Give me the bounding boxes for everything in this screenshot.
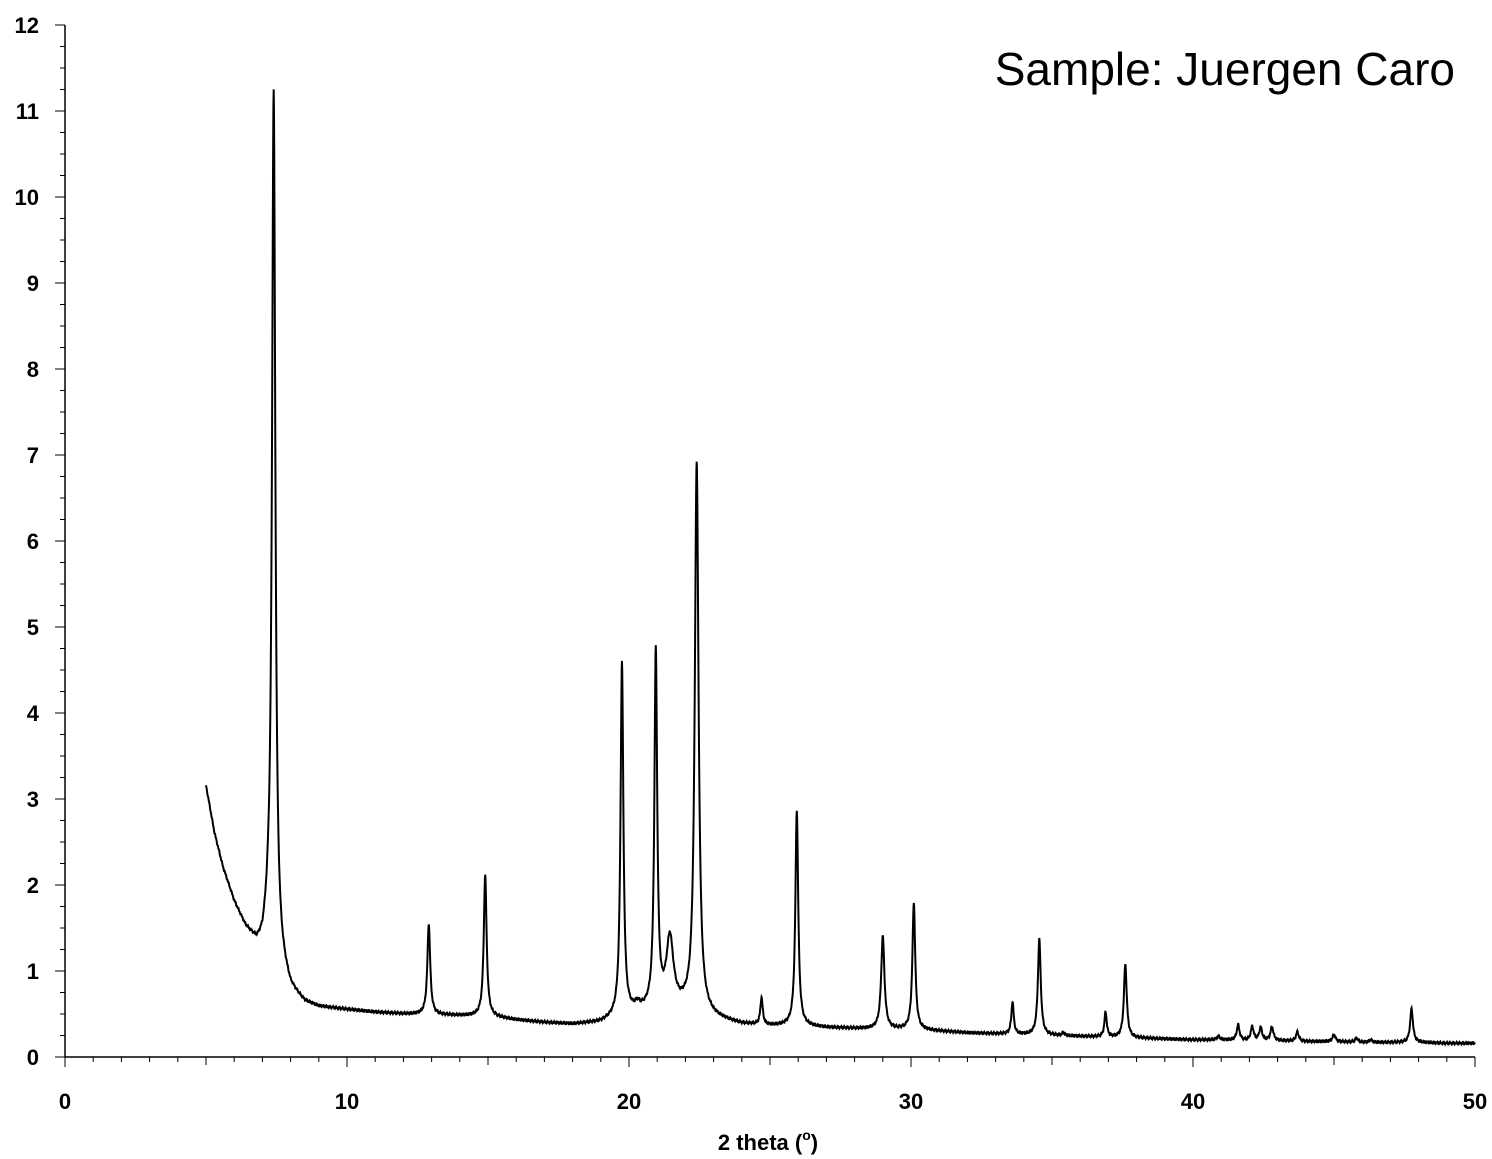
x-tick-label: 50 bbox=[1463, 1089, 1487, 1114]
series-line-diffraction-pattern bbox=[205, 89, 1476, 1047]
x-tick-label: 20 bbox=[617, 1089, 641, 1114]
y-tick-label: 0 bbox=[27, 1045, 39, 1070]
sample-annotation: Sample: Juergen Caro bbox=[995, 43, 1455, 95]
tick-marks bbox=[55, 24, 1476, 1067]
y-tick-label: 5 bbox=[27, 615, 39, 640]
y-tick-label: 8 bbox=[27, 357, 39, 382]
y-tick-label: 6 bbox=[27, 529, 39, 554]
x-tick-label: 40 bbox=[1181, 1089, 1205, 1114]
x-tick-label: 0 bbox=[59, 1089, 71, 1114]
y-tick-label: 7 bbox=[27, 443, 39, 468]
y-tick-label: 10 bbox=[15, 185, 39, 210]
y-tick-label: 4 bbox=[27, 701, 40, 726]
x-tick-label: 10 bbox=[335, 1089, 359, 1114]
x-axis-title: 2 theta (o) bbox=[718, 1127, 818, 1155]
y-tick-label: 11 bbox=[16, 99, 39, 124]
x-tick-label: 30 bbox=[899, 1089, 923, 1114]
y-tick-label: 2 bbox=[27, 873, 39, 898]
x-tick-labels: 0 10 20 30 40 50 bbox=[59, 1089, 1487, 1114]
y-tick-label: 9 bbox=[27, 271, 39, 296]
y-tick-label: 12 bbox=[15, 13, 39, 38]
y-tick-label: 3 bbox=[27, 787, 39, 812]
y-tick-label: 1 bbox=[27, 959, 39, 984]
